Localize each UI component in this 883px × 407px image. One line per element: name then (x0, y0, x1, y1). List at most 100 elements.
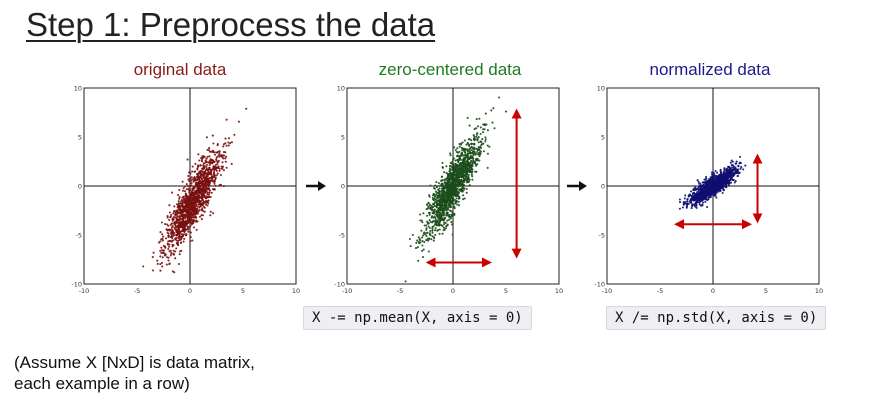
data-point (428, 213, 431, 216)
data-point (465, 191, 468, 194)
data-point (444, 185, 447, 188)
data-point (466, 162, 469, 165)
data-point (420, 229, 423, 232)
data-point (201, 207, 204, 210)
data-point (705, 177, 708, 180)
data-point (192, 218, 195, 221)
data-point (202, 164, 205, 167)
data-point (202, 191, 205, 194)
data-point (216, 161, 219, 164)
data-point (199, 196, 202, 199)
data-point (704, 200, 707, 203)
data-point (170, 226, 174, 229)
data-point (185, 197, 189, 200)
data-point (191, 193, 194, 196)
data-point (450, 186, 453, 189)
data-point (421, 244, 424, 247)
data-point (151, 269, 154, 272)
data-point (443, 179, 446, 182)
data-point (230, 162, 233, 165)
data-point (207, 172, 210, 175)
data-point (720, 177, 723, 180)
data-point (183, 225, 186, 228)
data-point (202, 203, 205, 206)
data-point (181, 196, 184, 199)
data-point (463, 149, 466, 152)
flow-arrow-icon (567, 181, 587, 191)
data-point (206, 193, 209, 196)
data-point (683, 197, 686, 200)
data-point (705, 184, 708, 187)
data-point (194, 185, 197, 188)
data-point (178, 215, 181, 218)
data-point (195, 228, 198, 231)
data-point (421, 240, 424, 243)
data-point (169, 254, 172, 257)
data-point (190, 182, 193, 185)
data-point (444, 183, 447, 186)
data-point (190, 216, 193, 219)
y-tick-label: 5 (341, 134, 345, 142)
data-point (738, 162, 741, 165)
data-point (198, 178, 201, 181)
data-point (468, 169, 471, 172)
data-point (451, 233, 454, 236)
data-point (199, 164, 202, 167)
data-point (213, 151, 216, 154)
data-point (191, 239, 194, 242)
x-tick-label: -10 (602, 287, 613, 295)
data-point (189, 231, 192, 234)
data-point (440, 183, 443, 187)
data-point (454, 185, 457, 189)
data-point (726, 176, 729, 179)
data-point (457, 161, 460, 164)
data-point (207, 161, 210, 164)
data-point (198, 159, 201, 162)
data-point (709, 179, 712, 182)
data-points (142, 107, 248, 274)
data-point (185, 209, 188, 212)
data-point (217, 159, 220, 162)
data-point (224, 157, 227, 160)
data-point (204, 200, 208, 203)
y-tick-label: 10 (337, 85, 345, 93)
data-point (476, 148, 479, 151)
data-point (714, 179, 717, 182)
y-tick-label: 10 (74, 85, 82, 93)
data-point (219, 173, 222, 177)
data-point (183, 198, 186, 201)
data-point (428, 219, 431, 222)
y-tick-label: 0 (78, 183, 82, 191)
data-point (465, 177, 468, 180)
data-point (190, 176, 193, 179)
data-point (484, 124, 487, 127)
data-point (453, 169, 456, 172)
data-point (184, 216, 187, 219)
data-point (715, 180, 718, 184)
data-point (712, 182, 715, 185)
data-point (197, 153, 200, 156)
data-point (708, 178, 711, 181)
data-point (170, 213, 173, 216)
data-point (208, 177, 211, 180)
data-point (187, 230, 190, 233)
data-point (450, 192, 453, 195)
data-point (428, 195, 431, 198)
data-point (479, 126, 482, 129)
data-point (463, 174, 466, 177)
data-point (451, 211, 454, 214)
data-point (173, 271, 176, 274)
data-point (182, 240, 185, 243)
data-point (459, 164, 462, 167)
data-point (442, 188, 445, 191)
x-tick-label: 0 (711, 287, 715, 295)
data-point (704, 189, 707, 192)
data-point (215, 156, 218, 159)
data-point (163, 249, 166, 252)
data-point (438, 211, 441, 214)
data-point (186, 202, 189, 205)
y-tick-label: -10 (334, 281, 345, 289)
data-point (480, 146, 483, 149)
data-point (433, 193, 436, 196)
data-point (693, 189, 696, 192)
